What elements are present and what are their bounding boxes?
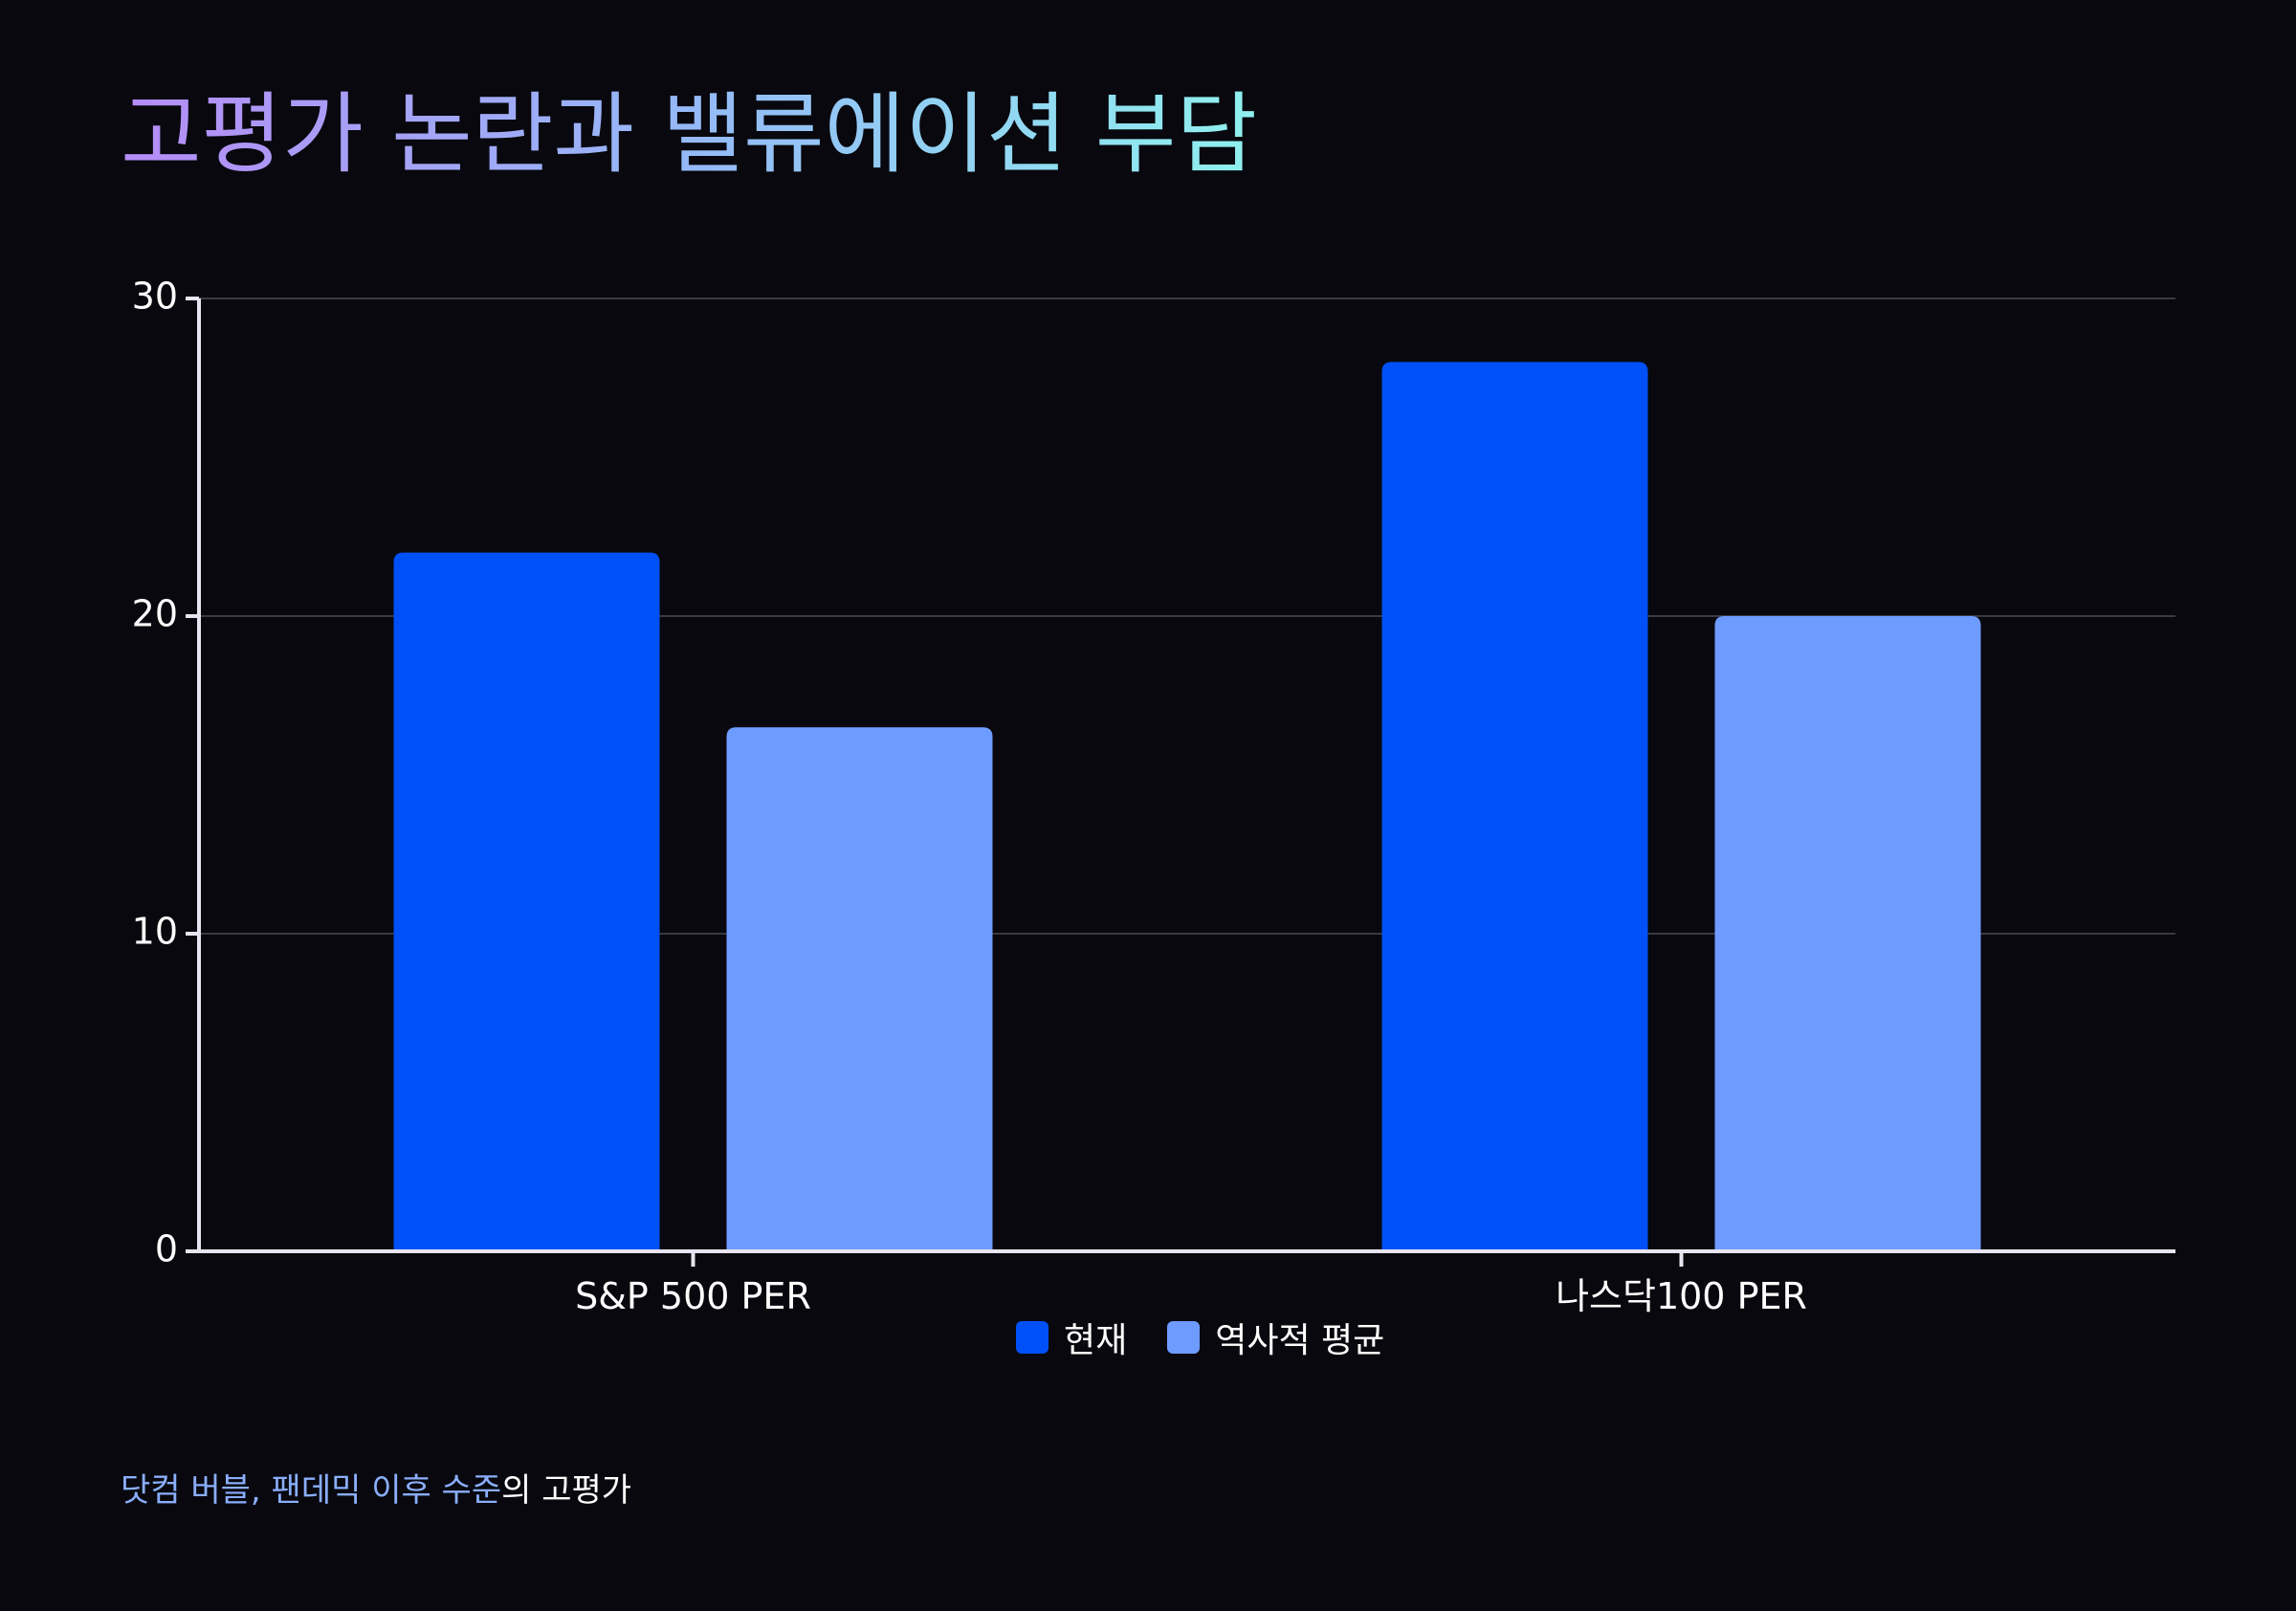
y-tick-label: 20	[132, 593, 178, 635]
legend-item-current: 현재	[1016, 1313, 1127, 1362]
legend-swatch-current	[1016, 1321, 1049, 1354]
caption-highlight: 닷컴 버블, 팬데믹 이후 수준	[121, 1471, 502, 1510]
y-tick-label: 0	[155, 1228, 178, 1270]
chart-caption: 닷컴 버블, 팬데믹 이후 수준의 고평가	[121, 1464, 631, 1511]
legend-item-average: 역사적 평균	[1167, 1313, 1384, 1362]
bar-current-0	[393, 552, 660, 1251]
x-tick-label: 나스닥100 PER	[1556, 1275, 1807, 1317]
bar-current-1	[1381, 362, 1648, 1251]
chart-title: 고평가 논란과 밸류에이션 부담	[121, 82, 1257, 188]
legend-swatch-average	[1167, 1321, 1201, 1354]
bar-average-0	[726, 727, 993, 1251]
tick-labels: 0 10 20 30 S&P 500 PER 나스닥100 PER	[132, 276, 1807, 1318]
bar-average-1	[1714, 616, 1981, 1251]
legend-label-average: 역사적 평균	[1215, 1321, 1385, 1360]
caption-rest: 의 고평가	[501, 1471, 632, 1510]
legend-label-current: 현재	[1064, 1321, 1128, 1360]
x-tick-label: S&P 500 PER	[575, 1275, 811, 1317]
axes	[186, 297, 2175, 1267]
bars	[393, 362, 1981, 1251]
y-tick-label: 30	[132, 276, 178, 318]
chart-legend: 현재 역사적 평균	[1016, 1313, 1384, 1362]
y-tick-label: 10	[132, 911, 178, 953]
